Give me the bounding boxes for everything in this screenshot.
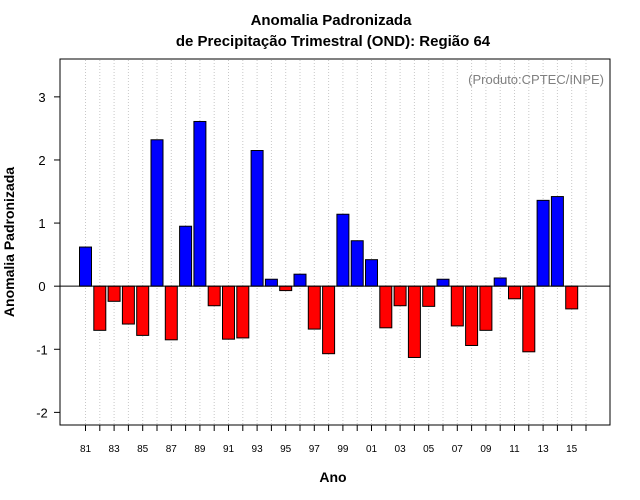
x-tick-label: 13: [538, 444, 550, 455]
x-tick-label: 95: [280, 444, 292, 455]
y-tick-label: 3: [38, 90, 45, 105]
chart-title: Anomalia Padronizada: [251, 12, 413, 29]
bar-2008: [465, 285, 479, 346]
bar-1987: [164, 285, 178, 341]
x-tick-label: 03: [395, 444, 407, 455]
bar-1983: [107, 285, 121, 302]
grid-lines: [85, 60, 587, 424]
x-tick-label: 89: [194, 444, 206, 455]
bar-1993: [250, 150, 264, 287]
x-tick-label: 97: [309, 444, 321, 455]
x-tick-label: 91: [223, 444, 235, 455]
bar-2004: [407, 285, 421, 358]
x-tick-label: 87: [166, 444, 178, 455]
bar-1996: [293, 273, 307, 287]
bar-2015: [565, 285, 579, 310]
bar-1994: [264, 278, 278, 287]
x-axis: 81 83 85 87 89 91 93 95 97 99 01 03 05 07 09 11 13 15: [80, 425, 587, 455]
bar-1981: [79, 246, 92, 287]
bar-1985: [136, 285, 150, 336]
y-tick-label: -2: [36, 405, 48, 420]
credit-text: (Produto:CPTEC/INPE): [468, 72, 604, 87]
bar-1997: [307, 285, 321, 330]
bar-1989: [193, 120, 207, 287]
bar-2000: [350, 240, 364, 287]
x-tick-label: 09: [480, 444, 492, 455]
y-tick-label: 2: [38, 153, 45, 168]
y-axis-label: Anomalia Padronizada: [1, 167, 17, 317]
x-axis-label: Ano: [319, 469, 346, 485]
y-axis: -2 -1 0 1 2 3: [36, 90, 60, 420]
bar-1999: [336, 213, 350, 287]
bar-2003: [393, 285, 407, 307]
bar-2006: [436, 278, 450, 287]
bar-2014: [550, 196, 564, 287]
bar-1992: [236, 285, 250, 339]
bar-2005: [422, 285, 436, 307]
bar-2013: [536, 199, 550, 287]
bar-2009: [479, 285, 493, 331]
x-tick-label: 15: [566, 444, 578, 455]
bar-1986: [150, 139, 164, 287]
y-tick-label: 0: [38, 279, 45, 294]
chart-subtitle: de Precipitação Trimestral (OND): Região…: [176, 33, 491, 50]
bar-2011: [508, 285, 521, 300]
plot-frame: [59, 58, 611, 426]
bar-1998: [322, 285, 336, 355]
bar-2001: [365, 259, 378, 287]
bar-1991: [222, 285, 235, 340]
y-tick-label: 1: [38, 216, 45, 231]
x-tick-label: 07: [452, 444, 464, 455]
x-tick-label: 83: [109, 444, 121, 455]
bar-2012: [522, 285, 536, 353]
bar-2002: [379, 285, 393, 329]
bar-1988: [179, 225, 193, 287]
x-tick-label: 05: [423, 444, 435, 455]
x-tick-label: 93: [252, 444, 264, 455]
x-tick-label: 81: [80, 444, 92, 455]
bar-2007: [450, 285, 464, 327]
y-tick-label: -1: [36, 342, 48, 357]
x-tick-label: 85: [137, 444, 149, 455]
bar-1990: [207, 285, 221, 307]
x-tick-label: 01: [366, 444, 378, 455]
x-tick-label: 99: [337, 444, 349, 455]
x-tick-label: 11: [509, 444, 520, 455]
bar-1982: [93, 285, 107, 331]
bar-1995: [279, 285, 293, 292]
bar-2010: [493, 277, 507, 287]
bar-1984: [121, 285, 135, 325]
